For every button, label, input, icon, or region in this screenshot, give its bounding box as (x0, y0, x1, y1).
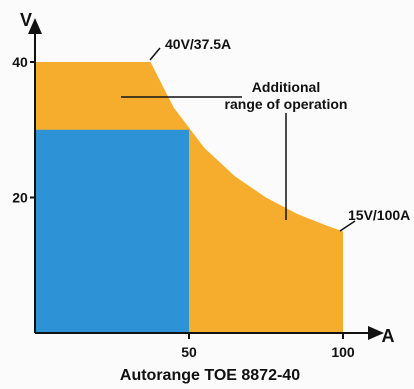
standard-region (35, 129, 189, 333)
x-axis-label: A (382, 326, 395, 346)
right-corner-label: 15V/100A (348, 207, 410, 223)
x-tick-label: 50 (181, 344, 197, 360)
y-tick-label: 20 (12, 190, 28, 206)
x-tick-label: 100 (331, 344, 355, 360)
y-axis-arrow (28, 18, 42, 34)
y-tick-label: 40 (12, 54, 28, 70)
y-axis-label: V (20, 10, 32, 30)
callout-line-1: Additional (252, 79, 320, 95)
top-corner-label: 40V/37.5A (165, 36, 231, 52)
chart-title: Autorange TOE 8872-40 (120, 367, 300, 384)
x-axis-arrow (368, 326, 384, 340)
top-leader-line (149, 47, 161, 61)
right-leader-line (339, 220, 356, 232)
callout-line-2: range of operation (225, 96, 348, 112)
